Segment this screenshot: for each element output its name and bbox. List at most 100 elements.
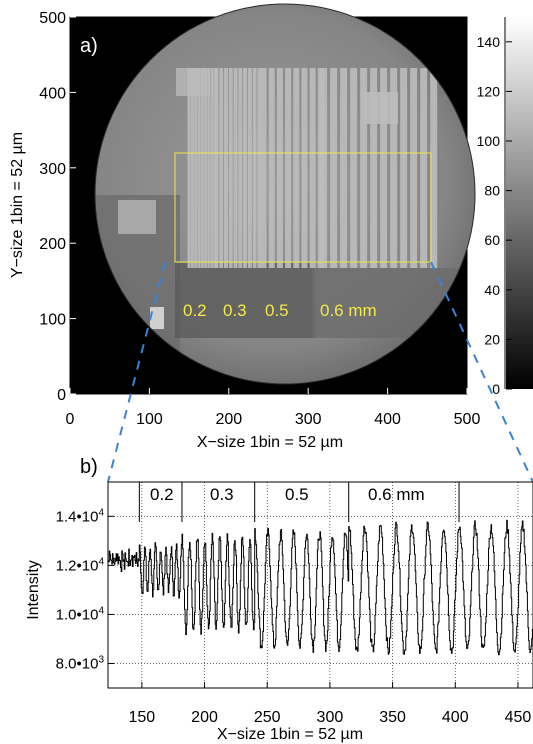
- zoom-line-right: [430, 261, 533, 483]
- grating-bar: [219, 68, 224, 268]
- x-tick-label-a: 100: [136, 411, 163, 428]
- annotation-a-2: 0.5: [265, 301, 289, 320]
- grating-bar: [380, 68, 388, 268]
- colorbar-gradient: [506, 17, 533, 389]
- marker-left: [118, 200, 156, 234]
- colorbar-tick-label: 0: [492, 381, 500, 397]
- marker-bottom-left: [150, 307, 164, 329]
- intensity-line: [108, 519, 533, 656]
- grating-bar: [194, 68, 198, 268]
- grating-bar: [243, 68, 248, 268]
- annotation-a-1: 0.3: [223, 301, 247, 320]
- grating-bar: [430, 68, 438, 268]
- annotation-b-3: 0.6 mm: [368, 485, 425, 504]
- colorbar-tick-label: 120: [477, 83, 501, 99]
- colorbar-tick-label: 60: [484, 232, 500, 248]
- y-tick-label-a: 500: [39, 10, 66, 27]
- grating-bar: [276, 68, 283, 268]
- y-axis-label-b: Intensity: [25, 560, 42, 620]
- grating-bar: [293, 68, 300, 268]
- colorbar-tick-label: 40: [484, 282, 500, 298]
- x-tick-label-b: 300: [317, 709, 344, 726]
- grating-bar: [233, 68, 238, 268]
- grating-bar: [204, 68, 208, 268]
- grating-bar: [390, 68, 398, 268]
- y-tick-label-a: 200: [39, 236, 66, 253]
- grating-bar: [210, 68, 214, 268]
- x-axis-label-a: X−size 1bin = 52 µm: [197, 434, 343, 451]
- y-axis-a: 0 100 200 300 400 500: [39, 10, 76, 404]
- panel-b-label: b): [80, 456, 98, 478]
- x-tick-label-b: 250: [254, 709, 281, 726]
- grating-bar: [257, 68, 262, 268]
- grating-bar: [340, 68, 348, 268]
- grating-bar: [285, 68, 292, 268]
- x-tick-label-a: 300: [295, 411, 322, 428]
- x-axis-label-b: X−size 1bin = 52 µm: [217, 726, 363, 743]
- grating-bar: [360, 68, 368, 268]
- grating-bar: [252, 68, 257, 268]
- grating-bar: [238, 68, 243, 268]
- grating-bar: [200, 68, 204, 268]
- zoom-line-left: [107, 261, 166, 483]
- x-tick-label-b: 200: [191, 709, 218, 726]
- panel-a-label: a): [80, 35, 98, 57]
- x-axis-a: 0 100 200 300 400 500: [66, 388, 481, 428]
- grating-bar: [228, 68, 233, 268]
- grating-bar: [301, 68, 308, 268]
- colorbar-tick-label: 140: [477, 34, 501, 50]
- colorbar-tick-label: 100: [477, 133, 501, 149]
- plot-frame-b: [107, 481, 533, 689]
- grating-bar: [190, 68, 194, 268]
- grating-bar: [224, 68, 229, 268]
- annotation-a-3: 0.6 mm: [320, 301, 377, 320]
- grating-bar: [260, 68, 267, 268]
- colorbar-ticks: 0 20 40 60 80 100 120 140: [477, 34, 512, 397]
- y-tick-label-b: 1.2•104: [56, 556, 105, 574]
- x-tick-label-a: 500: [454, 411, 481, 428]
- grating-bar: [247, 68, 252, 268]
- x-tick-label-b: 450: [505, 709, 532, 726]
- y-tick-label-a: 0: [57, 387, 66, 404]
- grating-bar: [197, 68, 201, 268]
- annotation-b-2: 0.5: [285, 485, 309, 504]
- grating-bar: [400, 68, 408, 268]
- group-dividers-b: [138, 482, 460, 522]
- grating-bar: [320, 68, 328, 268]
- y-axis-label-a: Y−size 1bin = 52 µm: [9, 132, 26, 278]
- y-axis-b: 8.0•103 1.0•104 1.2•104 1.4•104: [56, 507, 114, 672]
- x-axis-b: 150 200 250 300 350 400 450: [128, 682, 531, 726]
- colorbar-tick-label: 80: [484, 183, 500, 199]
- annotation-b-0: 0.2: [150, 485, 174, 504]
- y-tick-label-b: 1.4•104: [56, 507, 105, 525]
- panel-b: b) 0.2 0.3 0.5 0.6 mm 150 200 250 300 350 400…: [25, 456, 533, 743]
- colorbar: 0 20 40 60 80 100 120 140: [477, 17, 533, 397]
- grating-bar: [370, 68, 378, 268]
- x-tick-label-a: 0: [66, 411, 75, 428]
- dark-block-center: [175, 263, 315, 338]
- y-tick-label-a: 300: [39, 161, 66, 178]
- grating-bar: [207, 68, 211, 268]
- grating-bar: [350, 68, 358, 268]
- y-tick-label-b: 8.0•103: [56, 654, 105, 672]
- x-tick-label-b: 350: [379, 709, 406, 726]
- panel-a: a) 0.2 0.3 0.5 0.6 mm 0 100 200 300 400 500 0…: [9, 3, 533, 451]
- grating-bar: [420, 68, 428, 268]
- x-tick-label-a: 200: [215, 411, 242, 428]
- annotation-a-0: 0.2: [183, 301, 207, 320]
- x-tick-label-a: 400: [374, 411, 401, 428]
- y-tick-label-a: 100: [39, 312, 66, 329]
- region-box: [174, 152, 432, 263]
- annotation-b-1: 0.3: [210, 485, 234, 504]
- grid-b: [108, 482, 533, 688]
- grating-bar: [410, 68, 418, 268]
- grating-bar: [268, 68, 275, 268]
- x-tick-label-b: 400: [442, 709, 469, 726]
- y-tick-label-a: 400: [39, 85, 66, 102]
- y-tick-label-b: 1.0•104: [56, 605, 105, 623]
- grating-bars: [187, 68, 438, 268]
- grating-bar: [214, 68, 219, 268]
- x-tick-label-b: 150: [128, 709, 155, 726]
- detector-edge: [94, 3, 476, 385]
